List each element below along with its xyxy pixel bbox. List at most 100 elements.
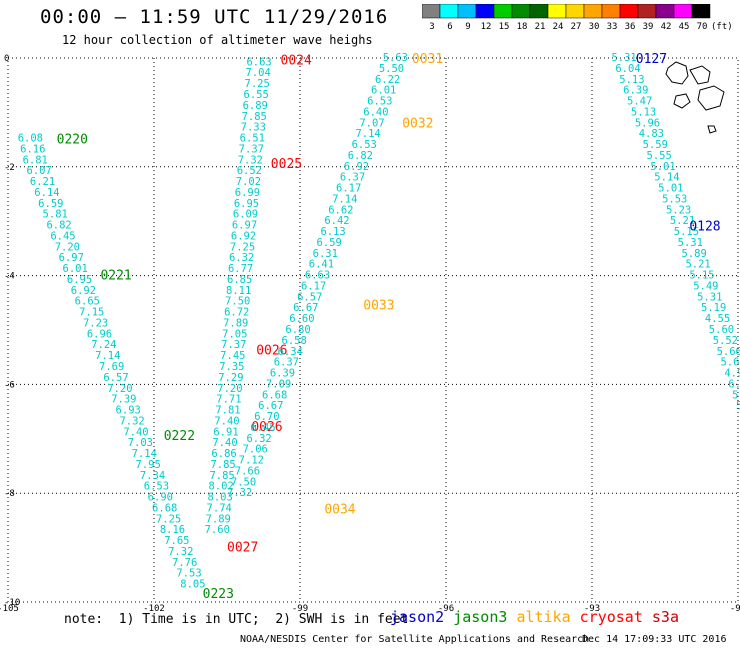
wave-height-value: 6.22 (375, 74, 400, 86)
wave-height-value: 5.89 (682, 248, 707, 260)
wave-height-value: 7.89 (206, 513, 231, 525)
wave-height-value: 5.23 (666, 204, 691, 216)
satellite-legend: jason2 jason3 altika cryosat s3a (390, 608, 688, 626)
wave-height-value: 7.65 (164, 535, 189, 547)
wave-height-value: 5.14 (732, 389, 740, 401)
wave-height-value: 7.50 (225, 296, 250, 308)
wave-height-value: 7.25 (156, 513, 181, 525)
wave-height-value: 6.53 (144, 481, 169, 493)
wave-height-value: 6.77 (228, 263, 253, 275)
wave-height-value: 6.67 (258, 400, 283, 412)
scale-label: 6 (447, 22, 453, 32)
wave-height-value: 8.02 (209, 481, 234, 493)
scale-label: 12 (480, 22, 492, 32)
y-tick-label: -2 (4, 163, 15, 173)
wave-height-value: 7.14 (332, 193, 357, 205)
note-text: note: 1) Time is in UTC; 2) SWH is in fe… (64, 612, 409, 627)
legend-s3a: s3a (651, 608, 689, 626)
scale-label: 30 (588, 22, 600, 32)
wave-height-value: 6.67 (293, 302, 318, 314)
wave-height-value: 5.63 (383, 52, 408, 64)
wave-height-value: 5.21 (670, 215, 695, 227)
wave-height-value: 6.95 (234, 198, 259, 210)
wave-height-value: 7.32 (227, 487, 252, 499)
wave-height-value: 6.16 (20, 143, 45, 155)
wave-height-value: 6.21 (30, 176, 55, 188)
wave-height-value: 6.92 (344, 161, 369, 173)
wave-height-value: 6.68 (262, 389, 287, 401)
wave-height-value: 6.37 (274, 357, 299, 369)
wave-height-value: 7.45 (220, 350, 245, 362)
wave-height-value: 5.13 (619, 74, 644, 86)
wave-height-value: 7.25 (245, 78, 270, 90)
wave-height-value: 5.59 (643, 139, 668, 151)
y-tick-label: -4 (4, 272, 15, 282)
wave-height-value: 5.15 (674, 226, 699, 238)
wave-height-value: 6.81 (23, 154, 48, 166)
wave-height-value: 6.40 (363, 106, 388, 118)
wave-height-value: 6.13 (728, 378, 740, 390)
wave-height-value: 4.95 (724, 368, 740, 380)
wave-height-value: 6.34 (278, 346, 303, 358)
wave-height-value: 6.68 (152, 502, 177, 514)
wave-height-value: 6.93 (116, 405, 141, 417)
wave-height-value: 6.45 (50, 230, 75, 242)
wave-height-value: 6.52 (237, 165, 262, 177)
wave-height-value: 5.31 (697, 291, 722, 303)
wave-height-value: 6.95 (67, 274, 92, 286)
wave-height-value: 6.58 (282, 335, 307, 347)
wave-height-value: 7.33 (241, 122, 266, 134)
wave-height-value: 5.96 (635, 117, 660, 129)
wave-height-value: 6.51 (240, 133, 265, 145)
wave-height-value: 5.01 (658, 183, 683, 195)
wave-height-value: 6.82 (348, 150, 373, 162)
wave-height-value: 6.96 (87, 328, 112, 340)
scale-label: 45 (678, 22, 690, 32)
plot-frame (7, 57, 739, 603)
wave-height-value: 6.01 (63, 263, 88, 275)
wave-height-value: 7.32 (238, 154, 263, 166)
wave-height-value: 6.89 (243, 100, 268, 112)
wave-height-value: 7.14 (132, 448, 157, 460)
wave-height-value: 6.59 (38, 198, 63, 210)
wave-height-value: 5.66 (717, 346, 740, 358)
wave-height-value: 8.11 (226, 285, 251, 297)
wave-height-value: 6.90 (148, 492, 173, 504)
time-label-jason2: 0128 (689, 220, 720, 235)
chart-subtitle: 12 hour collection of altimeter wave hei… (62, 33, 373, 47)
wave-height-value: 8.03 (208, 492, 233, 504)
wave-height-value: 6.70 (254, 411, 279, 423)
wave-height-value: 7.85 (210, 459, 235, 471)
time-label-jason3: 0223 (203, 587, 234, 602)
wave-height-value: 5.62 (720, 357, 740, 369)
y-tick-label: -10 (4, 598, 20, 608)
legend-cryosat: cryosat (579, 608, 652, 626)
wave-height-value: 6.32 (229, 252, 254, 264)
scale-label: 42 (660, 22, 672, 32)
x-tick-label: -99 (292, 604, 308, 614)
wave-height-value: 7.32 (119, 415, 144, 427)
time-label-altika: 0032 (402, 116, 433, 131)
wave-height-value: 5.15 (689, 270, 714, 282)
time-label-cryosat: 0025 (271, 157, 302, 172)
footer-credit: NOAA/NESDIS Center for Satellite Applica… (240, 634, 590, 645)
wave-height-value: 6.72 (224, 307, 249, 319)
scale-label: 18 (516, 22, 528, 32)
time-label-cryosat: 0026 (256, 344, 287, 359)
wave-height-value: 5.81 (43, 209, 68, 221)
wave-height-value: 5.19 (701, 302, 726, 314)
wave-height-value: 6.97 (59, 252, 84, 264)
wave-height-value: 7.23 (83, 317, 108, 329)
scale-label: 3 (429, 22, 435, 32)
wave-height-value: 7.12 (239, 455, 264, 467)
wave-height-value: 7.40 (123, 426, 148, 438)
wave-height-value: 6.53 (352, 139, 377, 151)
time-label-jason3: 0220 (57, 133, 88, 148)
wave-height-value: 6.14 (34, 187, 59, 199)
wave-height-value: 7.07 (359, 117, 384, 129)
wave-height-value: 6.17 (336, 183, 361, 195)
x-tick-label: -93 (584, 604, 600, 614)
y-tick-label: -8 (4, 489, 15, 499)
wave-height-value: 6.60 (289, 313, 314, 325)
